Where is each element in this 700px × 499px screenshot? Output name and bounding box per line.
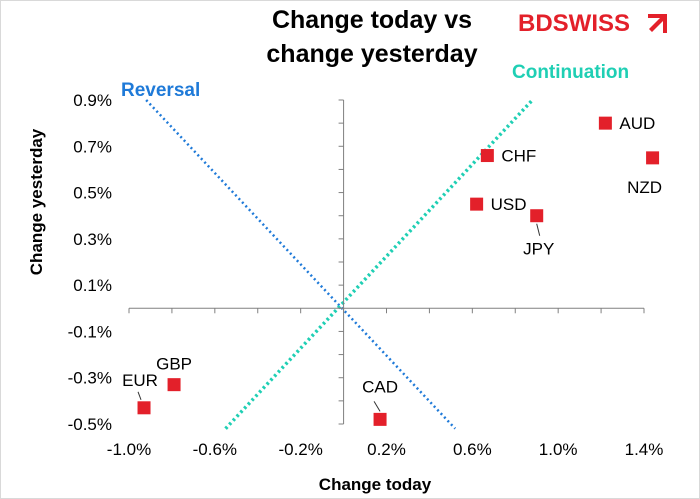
logo-arrow-icon — [648, 14, 667, 33]
y-tick-label: 0.9% — [73, 91, 112, 110]
reversal-annotation: Reversal — [121, 80, 200, 101]
y-tick-label: -0.5% — [68, 415, 112, 434]
leader-eur — [137, 391, 142, 400]
label-nzd: NZD — [627, 178, 662, 197]
continuation-annotation: Continuation — [512, 62, 629, 83]
y-tick-label: -0.3% — [68, 369, 112, 388]
chart-title-line-1: Change today vs — [272, 6, 472, 34]
tick-labels: -1.0% -0.6% -0.2% 0.2% 0.6% 1.0% 1.4% 0.9% 0.7% 0… — [68, 91, 664, 459]
x-tick-label: -0.6% — [193, 440, 237, 459]
x-tick-label: 1.0% — [539, 440, 578, 459]
point-chf — [480, 149, 494, 163]
x-tick-label: -1.0% — [107, 440, 151, 459]
leader-cad — [373, 401, 381, 412]
label-gbp: GBP — [156, 355, 192, 374]
point-cad — [373, 412, 387, 426]
label-cad: CAD — [362, 377, 398, 396]
x-tick-label: 0.6% — [453, 440, 492, 459]
x-tick-label: 1.4% — [625, 440, 664, 459]
y-tick-label: -0.1% — [68, 322, 112, 341]
y-tick-label: 0.1% — [73, 276, 112, 295]
point-jpy — [530, 209, 544, 223]
point-aud — [598, 116, 612, 130]
label-aud: AUD — [619, 114, 655, 133]
data-points — [137, 116, 660, 426]
x-tick-label: 0.2% — [367, 440, 406, 459]
x-axis-title: Change today — [319, 475, 432, 494]
y-tick-label: 0.5% — [73, 184, 112, 203]
y-tick-label: 0.3% — [73, 230, 112, 249]
bdswiss-logo: BDSWISS — [518, 10, 667, 37]
label-eur: EUR — [122, 371, 158, 390]
axes — [128, 99, 645, 425]
chart-title-line-2: change yesterday — [266, 40, 477, 68]
point-eur — [137, 401, 151, 415]
point-nzd — [646, 151, 660, 165]
reversal-line — [145, 99, 457, 430]
guide-lines — [145, 98, 534, 430]
logo-text: BDSWISS — [518, 10, 630, 37]
label-chf: CHF — [501, 147, 536, 166]
label-jpy: JPY — [523, 240, 554, 259]
x-tick-label: -0.2% — [278, 440, 322, 459]
leader-jpy — [536, 223, 541, 236]
point-gbp — [167, 378, 181, 392]
y-axis-title: Change yesterday — [27, 128, 46, 275]
point-usd — [470, 197, 484, 211]
label-usd: USD — [491, 195, 527, 214]
y-tick-label: 0.7% — [73, 137, 112, 156]
